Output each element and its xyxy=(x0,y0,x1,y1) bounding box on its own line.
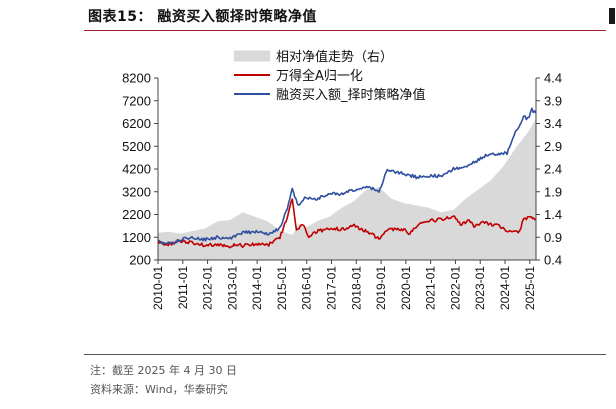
x-tick-label: 2023-01 xyxy=(473,266,487,310)
x-tick-label: 2020-01 xyxy=(399,266,413,310)
legend-label: 相对净值走势（右） xyxy=(276,49,393,65)
y-right-tick-label: 0.4 xyxy=(544,253,562,268)
y-right-tick-label: 3.9 xyxy=(544,93,562,108)
y-right-tick-label: 2.9 xyxy=(544,139,562,154)
edge-mark xyxy=(609,8,615,24)
y-left-tick-label: 1200 xyxy=(122,230,151,245)
x-tick-label: 2024-01 xyxy=(498,266,512,310)
x-tick-label: 2019-01 xyxy=(374,266,388,310)
x-tick-label: 2022-01 xyxy=(448,266,462,310)
line-series-strategy-nav xyxy=(157,107,537,245)
x-tick-label: 2025-01 xyxy=(523,266,537,310)
y-right-tick-label: 4.4 xyxy=(544,71,562,86)
x-tick-label: 2018-01 xyxy=(349,266,363,310)
x-tick-label: 2012-01 xyxy=(201,266,215,310)
area-series-relative-nav xyxy=(158,118,536,261)
legend-label: 融资买入额_择时策略净值 xyxy=(276,87,426,103)
source-note: 资料来源：Wind，华泰研究 xyxy=(90,383,228,396)
x-tick-label: 2016-01 xyxy=(300,266,314,310)
legend-swatch-area xyxy=(234,50,270,62)
footer-rule xyxy=(84,354,606,355)
x-tick-label: 2017-01 xyxy=(325,266,339,310)
y-right-tick-label: 2.4 xyxy=(544,162,562,177)
y-left-tick-label: 5200 xyxy=(122,139,151,154)
lines-layer xyxy=(157,107,537,249)
footnote: 注：截至 2025 年 4 月 30 日 xyxy=(90,364,237,377)
title-rule xyxy=(84,30,606,31)
figure-title: 图表15： 融资买入额择时策略净值 xyxy=(88,9,317,25)
y-left-tick-label: 6200 xyxy=(122,116,151,131)
x-tick-label: 2013-01 xyxy=(225,266,239,310)
x-tick-label: 2010-01 xyxy=(151,266,165,310)
line-series-wind-all-a xyxy=(157,198,537,249)
x-tick-label: 2015-01 xyxy=(275,266,289,310)
y-left-tick-label: 200 xyxy=(129,253,151,268)
x-tick-label: 2021-01 xyxy=(424,266,438,310)
y-right-tick-label: 1.9 xyxy=(544,184,562,199)
x-tick-label: 2011-01 xyxy=(176,266,190,309)
axes-layer: 200 1200 2200 3200 4200 5200 6200 7200 8200 0.4 0.… xyxy=(122,71,562,311)
y-right-tick-label: 3.4 xyxy=(544,116,562,131)
y-left-tick-label: 3200 xyxy=(122,184,151,199)
y-left-tick-label: 4200 xyxy=(122,162,151,177)
y-left-tick-label: 8200 xyxy=(122,71,151,86)
y-right-tick-label: 0.9 xyxy=(544,230,562,245)
area-layer xyxy=(158,118,536,261)
y-right-tick-label: 1.4 xyxy=(544,207,562,222)
y-left-tick-label: 2200 xyxy=(122,207,151,222)
x-tick-label: 2014-01 xyxy=(250,266,264,310)
legend-label: 万得全A归一化 xyxy=(276,68,363,84)
y-left-tick-label: 7200 xyxy=(122,93,151,108)
